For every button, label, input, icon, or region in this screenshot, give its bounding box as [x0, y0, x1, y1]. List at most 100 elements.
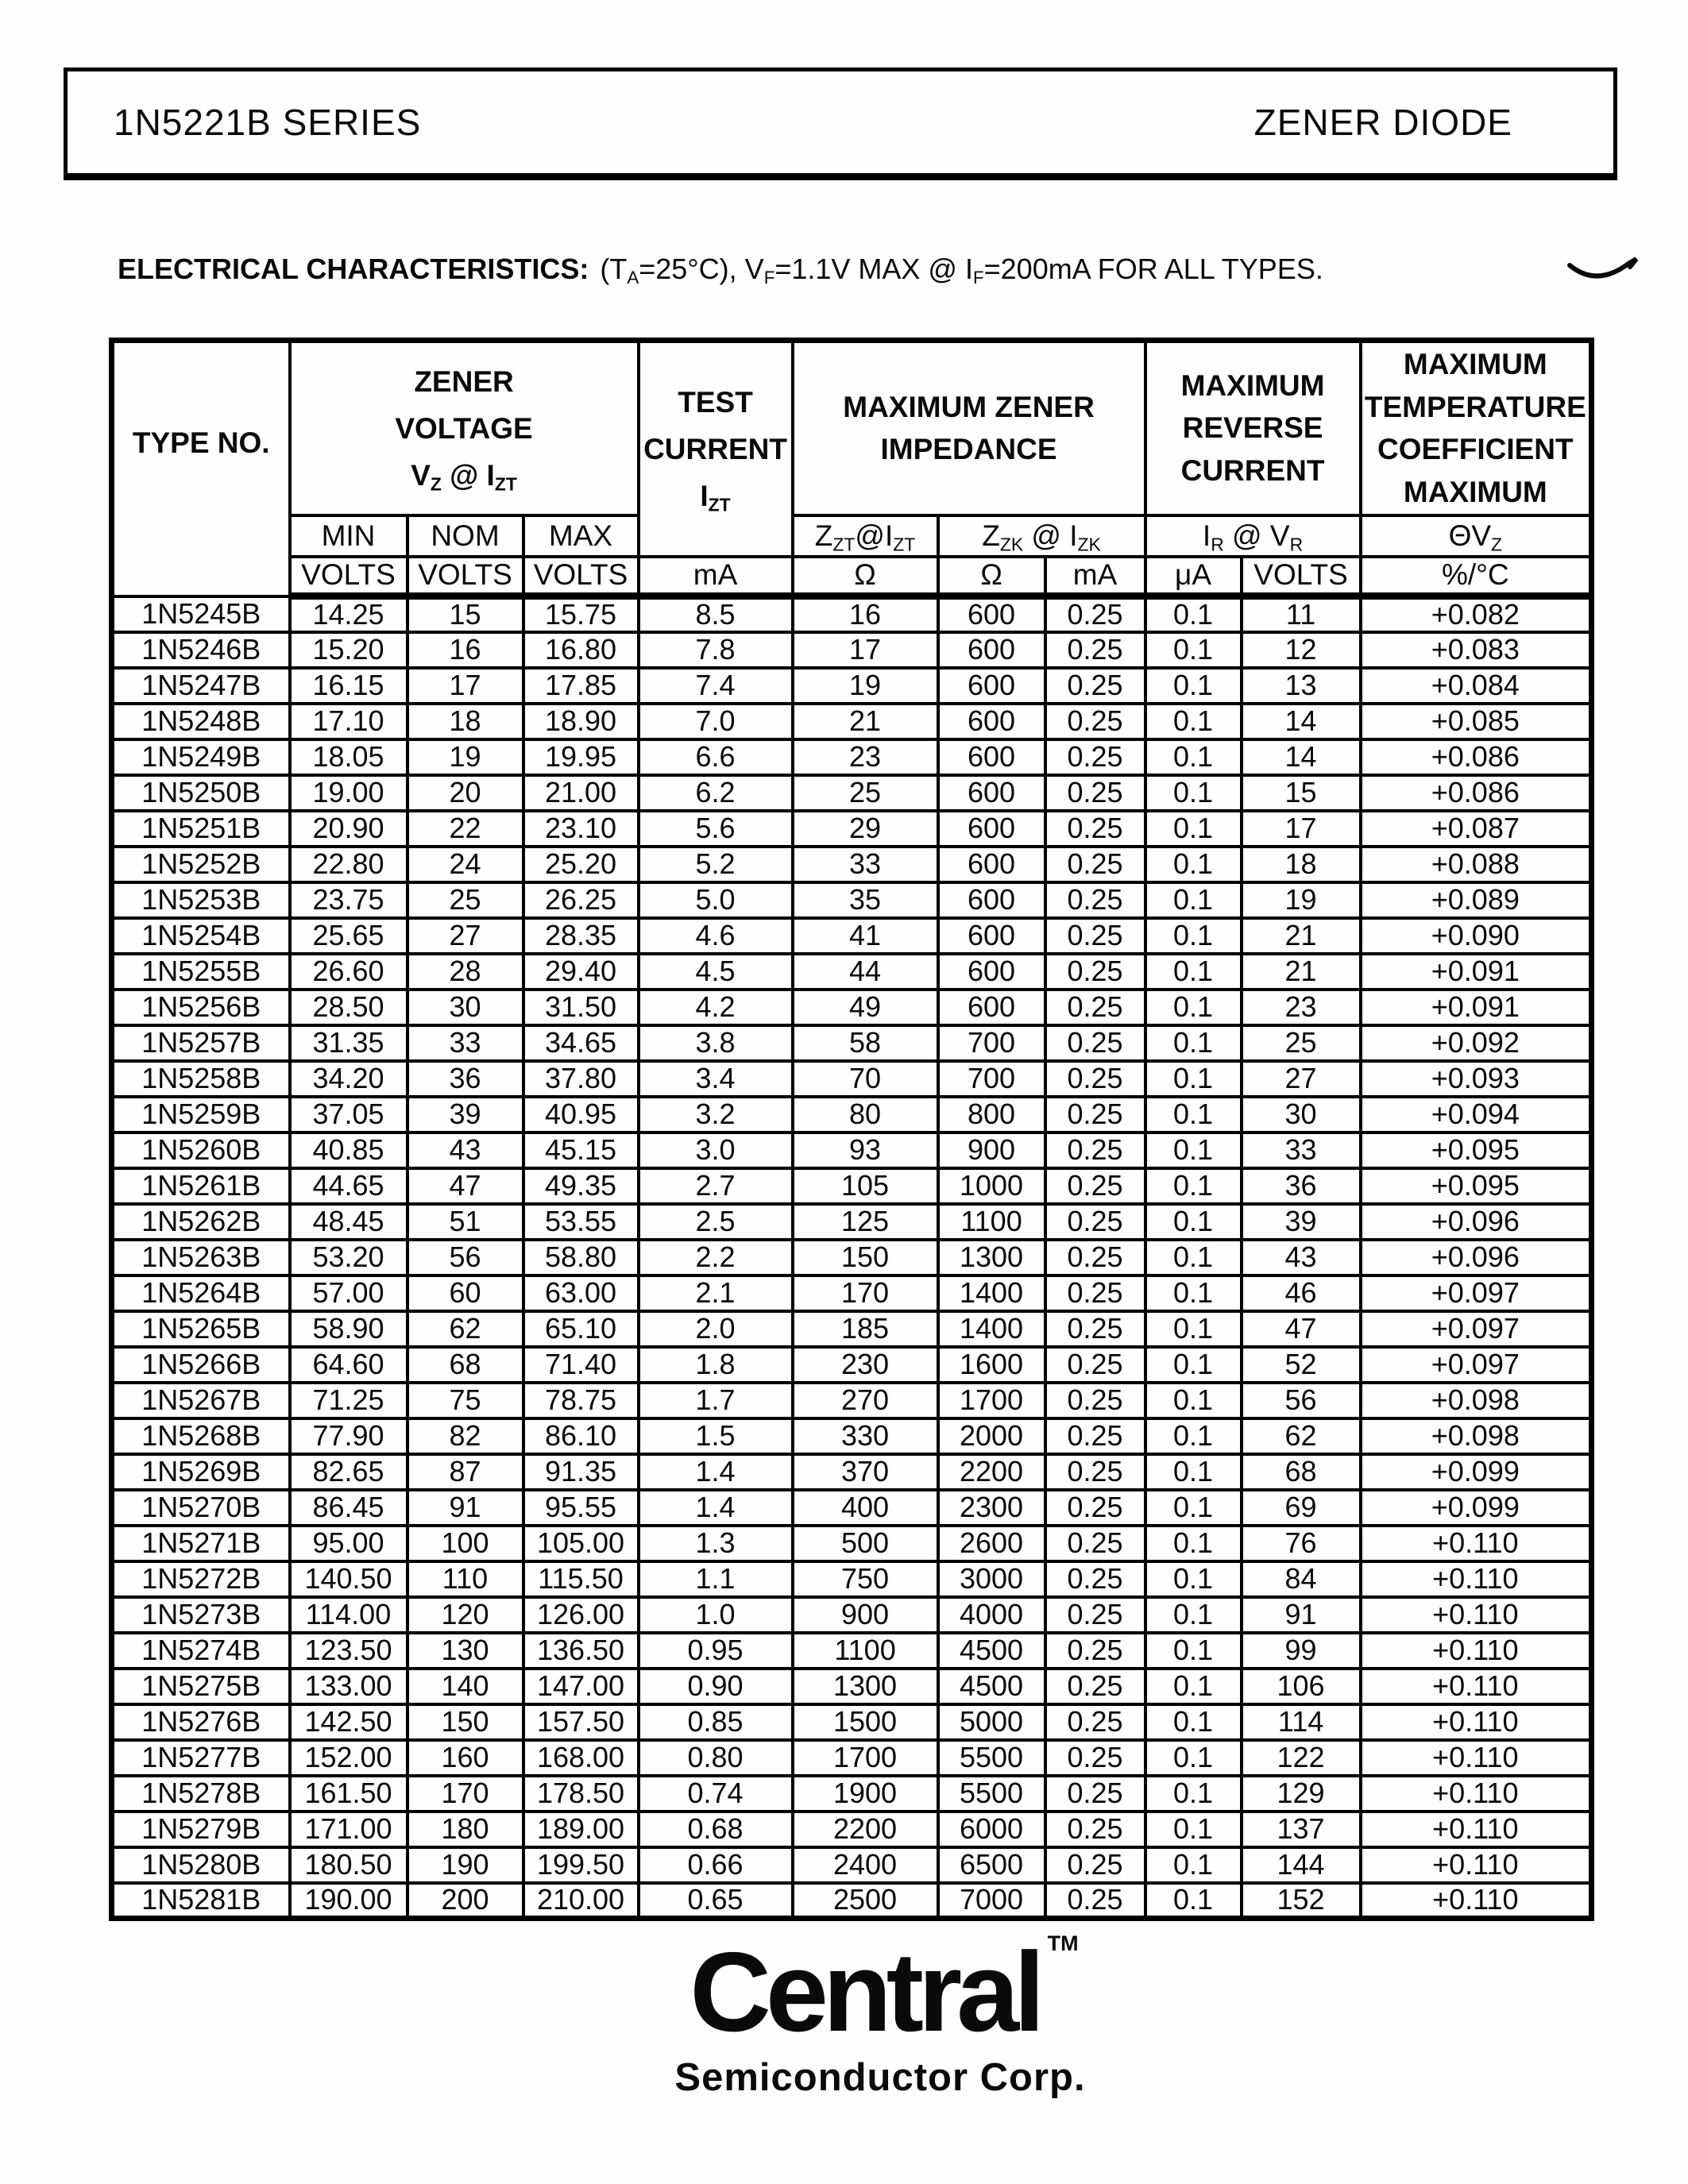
cell-izt_ma: 3.2 — [636, 1094, 794, 1134]
cell-vz_min: 19.00 — [288, 773, 409, 812]
cell-izk_ma: 0.25 — [1043, 916, 1147, 955]
cell-type_no: 1N5280B — [110, 1845, 292, 1885]
cell-ir_ua: 0.1 — [1143, 773, 1243, 812]
header-zener-voltage: ZENER VOLTAGE VZ @ IZT — [288, 338, 640, 517]
cell-vz_nom: 24 — [405, 844, 525, 884]
cell-vz_max: 178.50 — [521, 1773, 640, 1813]
table-row: 1N5269B 82.65 87 91.35 1.4 370 2200 0.25 0.1 68 +0… — [110, 1452, 1593, 1491]
cell-type_no: 1N5274B — [110, 1630, 292, 1670]
table-row: 1N5272B 140.50 110 115.50 1.1 750 3000 0.25 0.1 8… — [110, 1559, 1593, 1599]
cell-ir_ua: 0.1 — [1143, 808, 1243, 848]
cell-type_no: 1N5251B — [110, 808, 292, 848]
cell-vz_nom: 51 — [405, 1202, 525, 1241]
cell-vz_nom: 36 — [405, 1059, 525, 1098]
cell-vr_volts: 14 — [1239, 737, 1362, 777]
cell-vz_nom: 91 — [405, 1488, 525, 1527]
cell-izt_ma: 2.2 — [636, 1237, 794, 1277]
cell-zzt_ohm: 2200 — [790, 1809, 940, 1849]
cell-zzk_ohm: 1100 — [936, 1202, 1047, 1241]
cell-zzk_ohm: 600 — [936, 916, 1047, 955]
header-units-row: VOLTS VOLTS VOLTS mA Ω Ω mA μA VOLTS %/°… — [112, 554, 1593, 600]
cell-type_no: 1N5252B — [110, 844, 292, 884]
cell-vz_min: 142.50 — [288, 1702, 409, 1742]
cell-vr_volts: 84 — [1239, 1559, 1362, 1599]
cell-type_no: 1N5264B — [110, 1273, 292, 1313]
cell-zzt_ohm: 370 — [790, 1452, 940, 1491]
cell-vz_min: 22.80 — [288, 844, 409, 884]
cell-izk_ma: 0.25 — [1043, 1452, 1147, 1491]
cell-vz_max: 29.40 — [521, 951, 640, 991]
table-row: 1N5279B 171.00 180 189.00 0.68 2200 6000 0.25 0.… — [110, 1809, 1593, 1849]
cell-vz_max: 78.75 — [521, 1380, 640, 1420]
cell-ir_ua: 0.1 — [1143, 1023, 1243, 1063]
cell-tc_pct_per_c: +0.089 — [1358, 880, 1593, 920]
cell-zzt_ohm: 25 — [790, 773, 940, 812]
cell-izt_ma: 1.4 — [636, 1452, 794, 1491]
cell-izt_ma: 0.80 — [636, 1738, 794, 1777]
cell-vz_nom: 110 — [405, 1559, 525, 1599]
cell-vz_max: 45.15 — [521, 1130, 640, 1170]
cell-vz_min: 48.45 — [288, 1202, 409, 1241]
cell-vz_max: 58.80 — [521, 1237, 640, 1277]
cell-tc_pct_per_c: +0.098 — [1358, 1416, 1593, 1456]
cell-zzk_ohm: 600 — [936, 773, 1047, 812]
cell-type_no: 1N5266B — [110, 1345, 292, 1384]
cell-tc_pct_per_c: +0.099 — [1358, 1452, 1593, 1491]
cell-type_no: 1N5275B — [110, 1666, 292, 1706]
cell-type_no: 1N5265B — [110, 1309, 292, 1349]
unit-cell: VOLTS — [521, 554, 640, 600]
unit-cell: VOLTS — [1239, 554, 1362, 600]
cell-zzk_ohm: 4500 — [936, 1630, 1047, 1670]
cell-vz_min: 171.00 — [288, 1809, 409, 1849]
cell-vr_volts: 19 — [1239, 880, 1362, 920]
brand-wordmark: Central — [689, 1929, 1045, 2055]
cell-vz_nom: 140 — [405, 1666, 525, 1706]
cell-tc_pct_per_c: +0.110 — [1358, 1523, 1593, 1563]
cell-vz_min: 23.75 — [288, 880, 409, 920]
cell-zzt_ohm: 1500 — [790, 1702, 940, 1742]
subheader-ir-at-vr: IR @ VR — [1143, 513, 1362, 558]
table-row: 1N5254B 25.65 27 28.35 4.6 41 600 0.25 0.1 21 +0.0… — [110, 916, 1593, 955]
table-row: 1N5257B 31.35 33 34.65 3.8 58 700 0.25 0.1 25 +0.0… — [110, 1023, 1593, 1063]
cell-type_no: 1N5269B — [110, 1452, 292, 1491]
cell-tc_pct_per_c: +0.086 — [1358, 773, 1593, 812]
cell-izt_ma: 6.2 — [636, 773, 794, 812]
cell-type_no: 1N5259B — [110, 1094, 292, 1134]
cell-vz_min: 14.25 — [288, 594, 409, 634]
cell-izk_ma: 0.25 — [1043, 1345, 1147, 1384]
subheader-min: MIN — [288, 513, 409, 558]
cell-vr_volts: 39 — [1239, 1202, 1362, 1241]
table-body: 1N5245B 14.25 15 15.75 8.5 16 600 0.25 0.1 11 +0.0… — [110, 594, 1593, 1920]
cell-izk_ma: 0.25 — [1043, 1666, 1147, 1706]
cell-vr_volts: 30 — [1239, 1094, 1362, 1134]
cell-vz_min: 64.60 — [288, 1345, 409, 1384]
cell-tc_pct_per_c: +0.110 — [1358, 1702, 1593, 1742]
table-row: 1N5256B 28.50 30 31.50 4.2 49 600 0.25 0.1 23 +0.0… — [110, 987, 1593, 1027]
cell-izk_ma: 0.25 — [1043, 594, 1147, 634]
header-group-row: TYPE NO. ZENER VOLTAGE VZ @ IZT TEST CURREN… — [110, 338, 1593, 598]
cell-tc_pct_per_c: +0.110 — [1358, 1773, 1593, 1813]
cell-zzt_ohm: 105 — [790, 1166, 940, 1206]
cell-type_no: 1N5277B — [110, 1738, 292, 1777]
cell-vz_nom: 39 — [405, 1094, 525, 1134]
cell-zzk_ohm: 2200 — [936, 1452, 1047, 1491]
cell-ir_ua: 0.1 — [1143, 1202, 1243, 1241]
cell-izk_ma: 0.25 — [1043, 1702, 1147, 1742]
cell-zzt_ohm: 23 — [790, 737, 940, 777]
header-type-no: TYPE NO. — [110, 338, 292, 598]
unit-cell: μA — [1143, 554, 1243, 600]
cell-zzk_ohm: 600 — [936, 880, 1047, 920]
cell-izk_ma: 0.25 — [1043, 630, 1147, 669]
cell-ir_ua: 0.1 — [1143, 1380, 1243, 1420]
cell-izt_ma: 6.6 — [636, 737, 794, 777]
cell-vz_max: 71.40 — [521, 1345, 640, 1384]
cell-tc_pct_per_c: +0.110 — [1358, 1809, 1593, 1849]
table-row: 1N5280B 180.50 190 199.50 0.66 2400 6500 0.25 0.… — [110, 1845, 1593, 1885]
cell-tc_pct_per_c: +0.082 — [1358, 594, 1593, 634]
cell-vz_min: 114.00 — [288, 1595, 409, 1634]
cell-vz_max: 15.75 — [521, 594, 640, 634]
cell-zzk_ohm: 600 — [936, 737, 1047, 777]
cell-vz_nom: 200 — [405, 1881, 525, 1920]
cell-vz_nom: 19 — [405, 737, 525, 777]
cell-ir_ua: 0.1 — [1143, 1166, 1243, 1206]
